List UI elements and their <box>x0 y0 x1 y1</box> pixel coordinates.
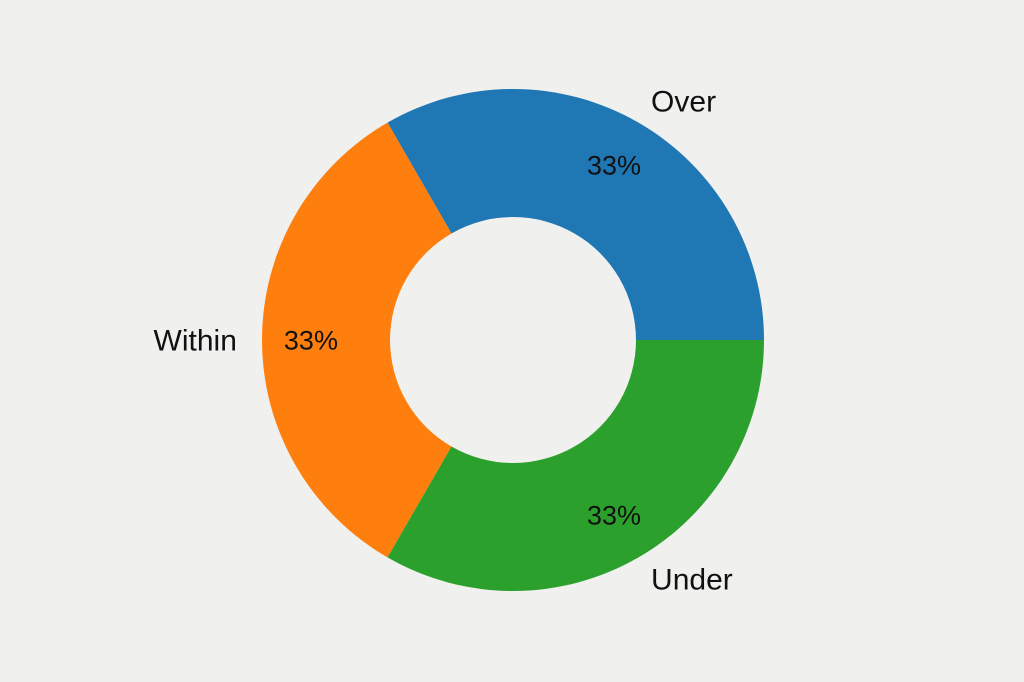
slice-pct-under: 33% <box>587 500 641 530</box>
pie-slice-within <box>262 122 452 558</box>
slice-label-under: Under <box>651 564 733 597</box>
slice-pct-over: 33% <box>587 150 641 180</box>
donut-labels: 33% Over 33% Within 33% Under <box>154 85 733 596</box>
slice-label-over: Over <box>651 85 716 118</box>
pie-slice-over <box>387 89 764 341</box>
donut-slices <box>262 89 764 591</box>
slice-pct-within: 33% <box>284 325 338 355</box>
pie-slice-under <box>387 340 764 591</box>
slice-label-within: Within <box>154 325 237 358</box>
